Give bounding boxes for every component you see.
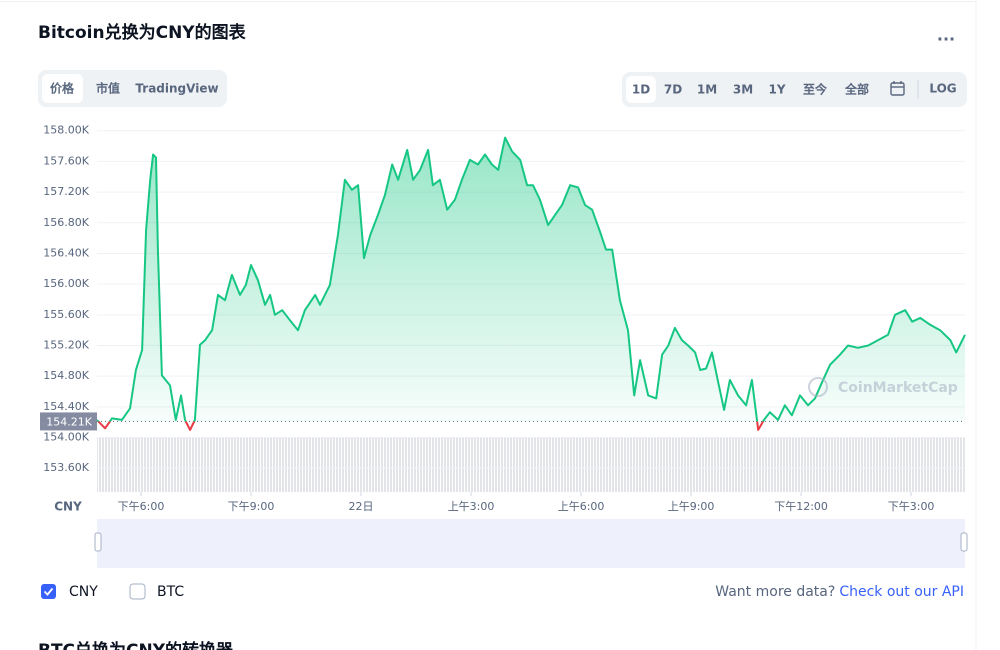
y-tick-label: 153.60K (43, 461, 89, 474)
axis-unit: CNY (54, 500, 82, 514)
x-tick-label: 22日 (349, 500, 374, 513)
range[interactable]: 至今 (803, 82, 828, 97)
tab[interactable]: TradingView (135, 82, 218, 96)
y-tick-label: 157.60K (43, 154, 89, 167)
range[interactable]: 1M (697, 83, 717, 97)
more-menu[interactable]: ... (937, 26, 955, 45)
y-tick-label: 156.80K (43, 216, 89, 229)
y-tick-label: 158.00K (43, 124, 89, 137)
range[interactable]: 3M (733, 83, 753, 97)
volume-bars (97, 437, 965, 492)
y-tick-label: 154.40K (43, 400, 89, 413)
footer-prompt: Want more data? (715, 584, 835, 600)
watermark: CoinMarketCap (808, 377, 958, 397)
y-tick-label: 156.00K (43, 277, 89, 290)
x-tick-label: 上午9:00 (668, 500, 715, 513)
api-link[interactable]: Check out our API (839, 584, 964, 600)
check-icon (43, 587, 54, 596)
x-tick-label: 下午12:00 (774, 500, 828, 513)
range[interactable]: LOG (929, 82, 956, 96)
range[interactable]: 1D (632, 83, 650, 97)
chart-title: Bitcoin兑换为CNY的图表 (38, 22, 247, 43)
x-tick-label: 上午6:00 (558, 500, 605, 513)
price-area (97, 137, 965, 430)
navigator-handle[interactable] (94, 532, 102, 552)
reference-label-bg (40, 412, 97, 431)
y-tick-label: 154.00K (43, 431, 89, 444)
range[interactable]: 1Y (768, 83, 785, 97)
checkbox-checked[interactable] (41, 584, 56, 599)
tab-active (42, 74, 83, 103)
section-title: BTC兑换为CNY的转换器 (38, 640, 234, 650)
x-tick-label: 下午6:00 (118, 500, 165, 513)
tab-group (38, 70, 227, 107)
range[interactable]: 全部 (844, 82, 869, 97)
range-active (626, 76, 656, 103)
range[interactable]: 7D (664, 83, 682, 97)
x-tick-label: 上午3:00 (448, 500, 495, 513)
x-tick-label: 下午3:00 (888, 500, 935, 513)
tab[interactable]: 价格 (50, 81, 75, 96)
y-tick-label: 154.80K (43, 369, 89, 382)
toggle-label[interactable]: BTC (157, 584, 184, 600)
calendar-icon[interactable] (890, 81, 905, 96)
checkbox[interactable] (129, 583, 146, 600)
y-tick-label: 157.20K (43, 185, 89, 198)
range-group (622, 72, 967, 107)
navigator-handle[interactable] (960, 532, 968, 552)
toggle-label[interactable]: CNY (69, 584, 98, 600)
watermark-text: CoinMarketCap (838, 380, 958, 396)
y-tick-label: 156.40K (43, 246, 89, 259)
tab[interactable]: 市值 (96, 81, 120, 96)
navigator[interactable] (97, 519, 965, 568)
y-tick-label: 155.60K (43, 308, 89, 321)
price-line (96, 136, 966, 431)
reference-label: 154.21K (46, 415, 92, 428)
x-tick-label: 下午9:00 (228, 500, 275, 513)
y-tick-label: 155.20K (43, 339, 89, 352)
footer: Want more data? Check out our API (715, 584, 964, 600)
